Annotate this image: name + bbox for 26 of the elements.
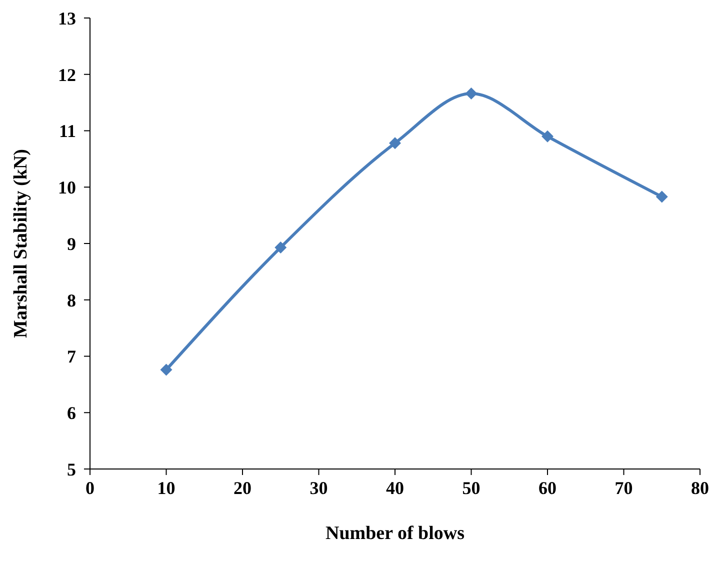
- point: [274, 241, 287, 254]
- x-tick-label: 20: [234, 478, 252, 498]
- point: [160, 364, 172, 376]
- y-tick-label: 6: [67, 403, 76, 424]
- point: [465, 88, 478, 100]
- x-tick-label: 40: [386, 478, 404, 498]
- y-tick-label: 8: [67, 290, 76, 310]
- point: [542, 130, 554, 142]
- y-tick-label: 12: [58, 64, 76, 85]
- y-tick-label: 9: [67, 234, 76, 254]
- x-tick-label: 10: [157, 478, 176, 498]
- point: [389, 137, 401, 150]
- x-tick-label: 80: [691, 478, 709, 498]
- y-tick-label: 5: [67, 459, 76, 480]
- y-tick-label: 7: [67, 346, 76, 367]
- x-tick-label: 70: [614, 478, 633, 498]
- point: [656, 190, 668, 203]
- x-tick-label: 0: [86, 478, 94, 498]
- x-tick-label: 60: [538, 478, 556, 498]
- x-axis-title: Number of blows: [326, 523, 464, 544]
- y-tick-label: 10: [58, 178, 76, 198]
- y-tick-label: 11: [58, 121, 76, 142]
- y-axis-title: Marshall Stability (kN): [10, 149, 32, 338]
- y-tick-label: 13: [58, 8, 76, 28]
- x-tick-label: 50: [462, 478, 480, 498]
- x-tick-label: 30: [310, 478, 328, 498]
